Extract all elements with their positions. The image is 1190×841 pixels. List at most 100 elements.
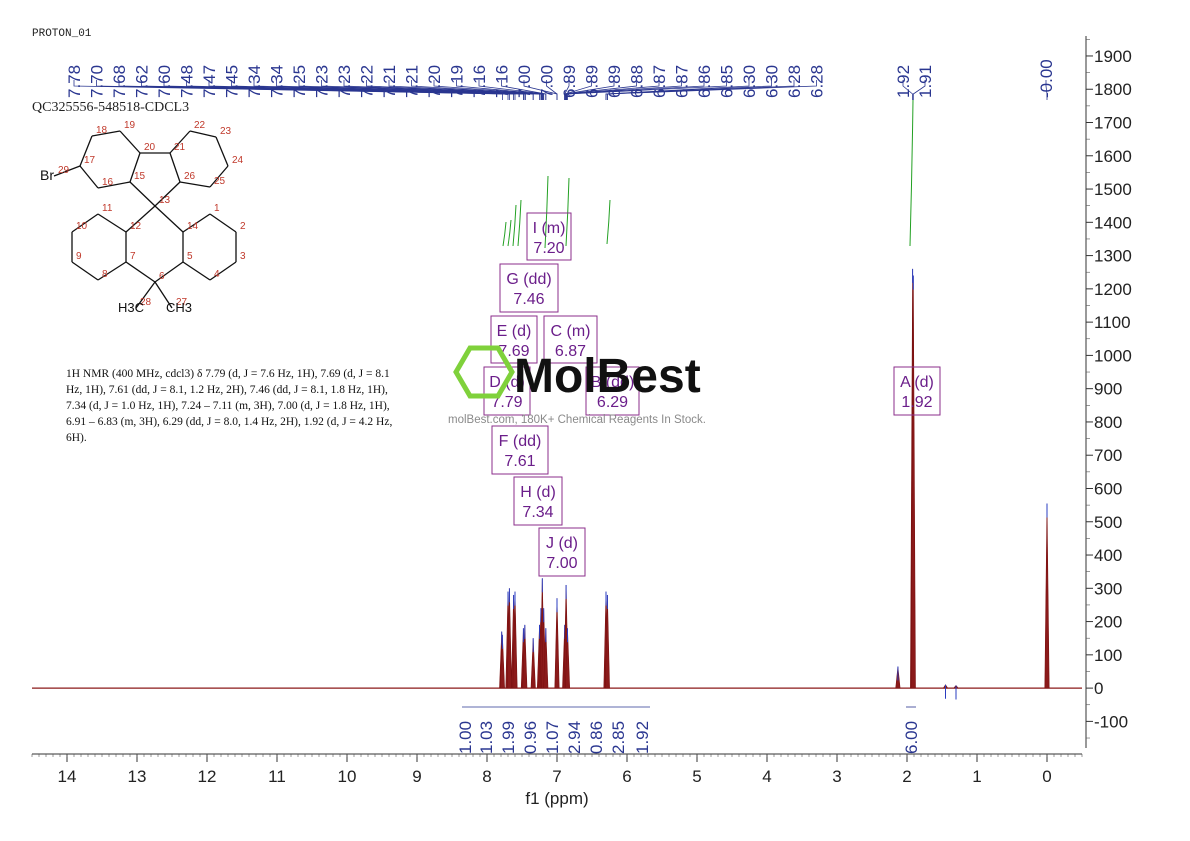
- peak-label-leader: [607, 80, 817, 100]
- bond: [169, 152, 181, 183]
- multiplet-label: I (m): [533, 220, 566, 237]
- bond: [53, 165, 81, 177]
- atom-number: 1: [214, 203, 220, 214]
- bond: [71, 261, 99, 281]
- multiplet-label: H (d): [520, 484, 556, 501]
- peak-label-leader: [567, 80, 727, 100]
- peak-label: 1.91: [916, 65, 935, 98]
- atom-number: 3: [240, 251, 246, 262]
- peak-label-leader: [546, 80, 558, 100]
- y-tick-label: 1100: [1094, 313, 1131, 332]
- multiplet-box: [491, 425, 549, 475]
- multiplet-value: 7.61: [504, 453, 535, 470]
- bond: [179, 181, 211, 188]
- bond: [71, 213, 99, 233]
- y-tick-label: 1800: [1094, 80, 1132, 99]
- spectrum-peak: [564, 628, 571, 689]
- peak-label: 7.62: [133, 65, 152, 98]
- bond: [154, 205, 184, 233]
- atom-number: 25: [214, 176, 226, 187]
- peak-label: 7.47: [200, 65, 219, 98]
- peak-label: 7.23: [313, 65, 332, 98]
- integral-value: 1.99: [499, 721, 518, 754]
- atom-number: 29: [58, 165, 70, 176]
- peak-label: 7.19: [448, 65, 467, 98]
- spectrum-peak: [1044, 503, 1050, 689]
- multiplet-box: [526, 212, 572, 261]
- peak-label: 6.88: [628, 65, 647, 98]
- atom-number: 6: [159, 271, 165, 282]
- spectrum-peak: [499, 634, 505, 689]
- y-tick-label: 1900: [1094, 47, 1132, 66]
- y-tick-label: 600: [1094, 479, 1122, 498]
- peak-label-leader: [912, 80, 926, 100]
- peak-label-leader: [902, 80, 913, 100]
- peak-label: 6.87: [650, 65, 669, 98]
- peak-label: 6.89: [560, 65, 579, 98]
- peak-label: 7.16: [493, 65, 512, 98]
- peak-label: -0.00: [1037, 59, 1056, 98]
- peak-label: 7.22: [358, 65, 377, 98]
- x-tick-label: 11: [268, 767, 286, 786]
- multiplet-value: 7.00: [546, 555, 577, 572]
- integral-value: 1.07: [543, 721, 562, 754]
- bond: [129, 181, 156, 207]
- x-tick-label: 3: [832, 767, 841, 786]
- integral-curve: [512, 204, 517, 247]
- peak-label: 6.89: [583, 65, 602, 98]
- multiplet-value: 7.20: [533, 240, 564, 257]
- atom-number: 16: [102, 177, 114, 188]
- atom-number: 13: [159, 195, 171, 206]
- watermark-subtitle: molBest.com, 180K+ Chemical Reagents In …: [448, 414, 706, 426]
- y-tick-label: 1300: [1094, 247, 1132, 266]
- bond: [125, 261, 156, 283]
- y-tick-label: 1000: [1094, 346, 1132, 365]
- bond: [182, 261, 211, 281]
- integral-curve: [606, 199, 611, 245]
- multiplet-box: [499, 263, 559, 313]
- multiplet-label: J (d): [546, 535, 578, 552]
- peak-label-leader: [456, 80, 545, 100]
- x-tick-label: 1: [972, 767, 981, 786]
- bond: [135, 281, 156, 309]
- y-tick-label: 100: [1094, 646, 1122, 665]
- x-tick-label: 8: [482, 767, 491, 786]
- multiplet-box: [538, 527, 586, 577]
- multiplet-value: 1.92: [901, 394, 932, 411]
- bond: [154, 281, 173, 309]
- x-tick-label: 6: [622, 767, 631, 786]
- sample-name: QC325556-548518-CDCL3: [32, 100, 190, 115]
- atom-number: 23: [220, 126, 232, 137]
- x-axis-label: f1 (ppm): [525, 789, 588, 808]
- peak-label-leader: [343, 80, 542, 100]
- atom-h3c: H3C: [118, 300, 144, 315]
- multiplet-box: [893, 366, 941, 416]
- atom-number: 4: [214, 269, 220, 280]
- watermark-hexagon-icon: [453, 345, 515, 399]
- bond: [182, 213, 211, 233]
- multiplet-box: [490, 315, 538, 364]
- peak-label: 6.85: [718, 65, 737, 98]
- bond: [209, 261, 237, 281]
- atom-number: 27: [176, 297, 188, 308]
- multiplet-value: 7.34: [522, 504, 553, 521]
- integral-value: 6.00: [902, 721, 921, 754]
- atom-number: 18: [96, 125, 108, 136]
- y-tick-label: 1600: [1094, 147, 1132, 166]
- bond: [79, 165, 99, 189]
- y-tick-label: 700: [1094, 446, 1122, 465]
- peak-label-leader: [501, 80, 547, 100]
- multiplet-label: C (m): [551, 323, 591, 340]
- x-tick-label: 4: [762, 767, 771, 786]
- multiplet-label: G (dd): [506, 271, 551, 288]
- bond: [129, 152, 141, 183]
- bond: [215, 136, 229, 167]
- spectrum-peak: [554, 598, 560, 689]
- y-tick-label: 1700: [1094, 114, 1132, 133]
- atom-number: 19: [124, 120, 136, 131]
- peak-label: 7.68: [110, 65, 129, 98]
- atom-number: 7: [130, 251, 136, 262]
- integral-value: 0.96: [521, 721, 540, 754]
- y-tick-label: 300: [1094, 579, 1122, 598]
